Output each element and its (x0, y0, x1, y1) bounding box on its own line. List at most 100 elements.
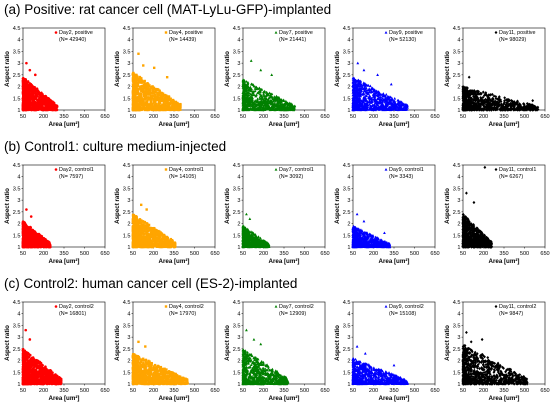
data-point (132, 96, 136, 99)
y-tick-label: 2 (457, 85, 460, 91)
data-point (177, 103, 181, 107)
data-point (27, 104, 30, 107)
data-point (151, 103, 154, 106)
data-point (41, 106, 45, 110)
data-point (139, 81, 142, 84)
data-point (168, 106, 171, 110)
data-point (132, 91, 136, 95)
data-point (142, 64, 145, 67)
data-point (25, 98, 28, 102)
data-point (132, 71, 135, 75)
y-axis-label: Aspect ratio (444, 51, 451, 87)
x-tick-label: 200 (149, 114, 158, 120)
data-point (34, 87, 37, 91)
data-point (132, 99, 135, 103)
data-point (136, 96, 139, 100)
data-point (147, 97, 151, 100)
y-tick-label: 3 (237, 61, 240, 67)
data-point (154, 102, 158, 106)
y-tick-label: 3 (127, 61, 130, 67)
x-tick-label: 650 (100, 114, 109, 120)
data-point (172, 106, 175, 110)
x-tick-label: 200 (259, 114, 268, 120)
data-point (145, 100, 149, 104)
data-point (153, 97, 157, 100)
data-point (148, 105, 151, 108)
data-point (146, 108, 149, 111)
data-point (136, 98, 140, 102)
data-point (36, 102, 40, 106)
data-point (165, 96, 168, 100)
data-point (40, 108, 44, 112)
data-point (150, 95, 153, 98)
data-point (164, 106, 167, 110)
data-point (165, 100, 168, 104)
data-point (138, 100, 142, 103)
y-tick-label: 2 (17, 85, 20, 91)
data-point (152, 66, 156, 70)
x-axis-label: Area [um²] (379, 121, 410, 128)
legend-label: Day9, positive (389, 30, 423, 36)
data-point (25, 93, 28, 96)
data-point (167, 108, 170, 111)
data-point (168, 98, 171, 102)
data-point (139, 92, 143, 96)
data-point (22, 77, 25, 81)
data-point (134, 75, 137, 79)
data-point (132, 103, 135, 106)
data-point (142, 99, 145, 103)
data-point (162, 107, 165, 110)
y-tick-label: 4 (457, 38, 460, 44)
data-point (161, 92, 164, 95)
data-point (134, 93, 137, 96)
data-point (159, 94, 162, 98)
data-point (26, 84, 30, 88)
data-point (148, 88, 151, 91)
data-point (49, 108, 53, 112)
data-point (134, 78, 137, 82)
data-point (50, 101, 53, 105)
x-tick-label: 650 (320, 114, 329, 120)
data-point (22, 101, 26, 105)
data-point (144, 97, 148, 100)
data-point (164, 108, 167, 112)
data-point (160, 104, 163, 108)
data-point (25, 61, 28, 65)
data-point (43, 95, 47, 99)
data-point (141, 102, 145, 105)
data-point (134, 104, 137, 107)
y-tick-label: 1.5 (233, 96, 241, 102)
data-point (134, 108, 137, 112)
data-point (151, 86, 154, 90)
data-point (133, 74, 136, 77)
data-point (137, 106, 140, 109)
data-point (154, 88, 158, 91)
x-axis-label: Area [um²] (49, 258, 80, 265)
data-point (172, 103, 176, 106)
data-point (29, 108, 32, 111)
x-tick-label: 650 (100, 251, 109, 257)
data-point (140, 77, 143, 80)
data-point (152, 101, 155, 104)
data-point (28, 91, 31, 94)
data-point (138, 78, 142, 82)
data-point (136, 81, 139, 85)
y-tick-label: 4 (347, 38, 350, 44)
data-point (131, 83, 135, 86)
y-axis-label: Aspect ratio (114, 51, 121, 87)
y-tick-label: 2.5 (343, 73, 351, 79)
data-point (135, 78, 138, 82)
data-point (173, 108, 176, 112)
data-point (33, 96, 36, 100)
data-point (157, 97, 161, 100)
data-point (54, 106, 58, 110)
y-tick-label: 2.5 (453, 73, 461, 79)
data-point (154, 90, 157, 94)
y-tick-label: 2 (17, 222, 20, 228)
data-point (51, 105, 55, 109)
data-point (138, 76, 142, 79)
y-axis-label: Aspect ratio (4, 188, 11, 224)
data-point (147, 83, 150, 86)
